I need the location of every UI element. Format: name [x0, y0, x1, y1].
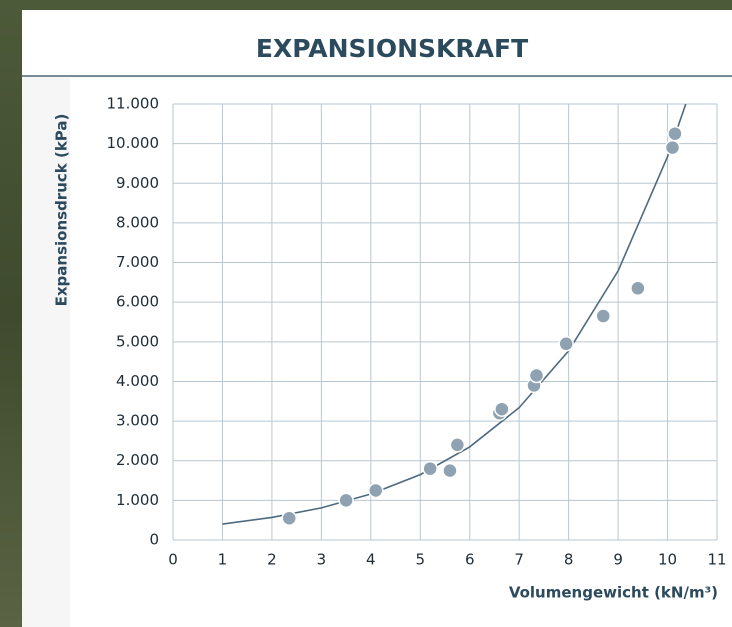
y-tick-label: 4.000 [116, 372, 159, 390]
data-point [495, 402, 509, 416]
y-tick-label: 1.000 [116, 491, 159, 509]
y-tick-label: 11.000 [107, 95, 160, 113]
y-tick-label: 10.000 [107, 134, 160, 152]
page: EXPANSIONSKRAFT Expansionsdruck (kPa) Vo… [0, 0, 732, 627]
data-point [631, 281, 645, 295]
x-tick-label: 9 [613, 551, 623, 569]
x-tick-label: 1 [218, 551, 228, 569]
y-tick-label: 8.000 [116, 213, 159, 231]
y-tick-label: 5.000 [116, 332, 159, 350]
y-tick-label: 7.000 [116, 253, 159, 271]
data-point [559, 337, 573, 351]
data-point [529, 369, 543, 383]
data-point [668, 127, 682, 141]
y-tick-label: 0 [149, 531, 159, 549]
x-tick-label: 3 [317, 551, 327, 569]
y-tick-label: 9.000 [116, 174, 159, 192]
x-axis-label: Volumengewicht (kN/m³) [509, 584, 718, 602]
y-tick-label: 3.000 [116, 412, 159, 430]
data-point [369, 483, 383, 497]
x-tick-label: 7 [514, 551, 524, 569]
x-tick-label: 0 [168, 551, 178, 569]
x-tick-label: 11 [707, 551, 726, 569]
y-tick-label: 2.000 [116, 451, 159, 469]
x-tick-label: 6 [465, 551, 475, 569]
chart: EXPANSIONSKRAFT Expansionsdruck (kPa) Vo… [0, 0, 732, 627]
data-point [450, 438, 464, 452]
y-tick-label: 6.000 [116, 293, 159, 311]
data-point [339, 493, 353, 507]
y-axis-label: Expansionsdruck (kPa) [53, 114, 71, 307]
data-point [596, 309, 610, 323]
x-tick-label: 8 [564, 551, 574, 569]
chart-title: EXPANSIONSKRAFT [256, 34, 528, 63]
x-tick-label: 5 [415, 551, 425, 569]
data-point [443, 464, 457, 478]
x-tick-label: 10 [658, 551, 677, 569]
data-point [423, 462, 437, 476]
data-point [282, 511, 296, 525]
x-tick-label: 2 [267, 551, 277, 569]
plot-panel [70, 78, 732, 627]
x-tick-label: 4 [366, 551, 376, 569]
data-point [665, 141, 679, 155]
